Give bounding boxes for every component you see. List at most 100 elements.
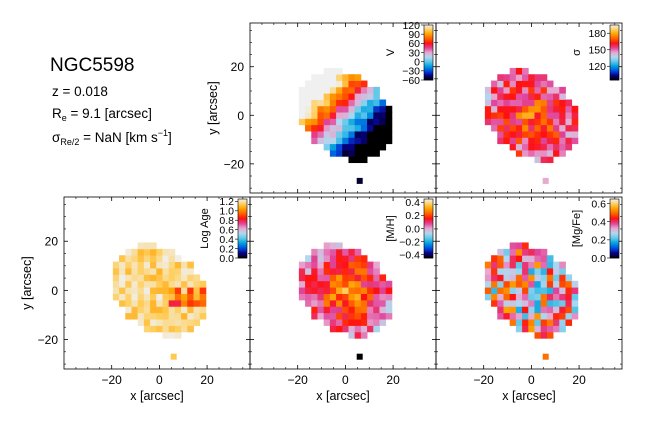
- colorbar-segment-sigma: [610, 67, 619, 69]
- bin-V: [329, 112, 337, 119]
- bin-V: [311, 124, 318, 132]
- bin-age: [187, 261, 194, 269]
- bin-sigma: [540, 137, 548, 145]
- bin-sigma: [497, 93, 504, 100]
- bin-V: [311, 99, 318, 107]
- bin-sigma: [571, 124, 579, 132]
- colorbar-segment-mh: [424, 207, 433, 210]
- bin-sigma: [509, 137, 517, 145]
- bin-sigma: [534, 86, 542, 94]
- bin-V: [367, 99, 374, 107]
- colorbar-segment-age: [238, 212, 247, 215]
- bin-V: [373, 86, 380, 94]
- bin-mh: [317, 287, 325, 294]
- bin-mh: [360, 261, 368, 269]
- bin-mh: [354, 299, 362, 307]
- colorbar-segment-mh: [424, 218, 433, 221]
- bin-age: [162, 306, 170, 314]
- colorbar-segment-V: [424, 78, 433, 80]
- bin-sigma: [546, 93, 554, 100]
- bin-mgfe: [509, 274, 517, 282]
- bin-mh: [311, 261, 318, 269]
- colorbar-segment-age: [238, 206, 247, 209]
- colorbar-segment-sigma: [610, 57, 619, 59]
- colorbar-segment-V: [424, 47, 433, 50]
- bin-mgfe: [565, 287, 573, 294]
- bin-sigma: [540, 124, 548, 132]
- bin-sigma: [540, 93, 548, 100]
- beam-marker-V: [356, 177, 363, 184]
- colorbar-segment-mgfe: [610, 208, 619, 211]
- colorbar-segment-mgfe: [610, 235, 619, 237]
- bin-mh: [336, 287, 343, 294]
- bin-age: [131, 274, 139, 282]
- colorbar-segment-mh: [424, 254, 433, 256]
- bin-age: [112, 268, 120, 275]
- colorbar-segment-V: [424, 27, 433, 30]
- bin-mgfe: [528, 319, 535, 326]
- colorbar-segment-V: [424, 42, 433, 44]
- colorbar-segment-V: [424, 25, 433, 28]
- bin-sigma: [540, 150, 548, 157]
- bin-age: [125, 312, 132, 320]
- bin-sigma: [497, 80, 504, 88]
- colorbar-segment-mh: [424, 242, 433, 244]
- bin-mgfe: [509, 306, 517, 314]
- bin-mh: [323, 280, 331, 288]
- colorbar-segment-age: [238, 230, 247, 232]
- bin-mgfe: [559, 319, 566, 326]
- bin-sigma: [534, 74, 542, 81]
- bin-V: [336, 143, 343, 151]
- bin-V: [367, 150, 374, 157]
- colorbar-segment-V: [424, 60, 433, 63]
- bin-V: [354, 131, 362, 138]
- colorbar-segment-V: [424, 49, 433, 52]
- bin-mgfe: [515, 306, 523, 314]
- colorbar-segment-mgfe: [610, 250, 619, 252]
- colorbar-segment-sigma: [610, 58, 619, 60]
- bin-mh: [336, 312, 343, 320]
- bin-mgfe: [522, 242, 529, 250]
- bin-mh: [342, 268, 349, 275]
- bin-mgfe: [515, 325, 523, 333]
- bin-sigma: [515, 80, 523, 88]
- colorbar-segment-mgfe: [610, 230, 619, 232]
- bin-age: [119, 287, 126, 294]
- bin-age: [150, 255, 157, 263]
- bin-mgfe: [546, 325, 554, 333]
- bin-V: [323, 67, 331, 75]
- colorbar-segment-V: [424, 68, 433, 70]
- bin-mgfe: [571, 299, 579, 307]
- colorbar-segment-mh: [424, 243, 433, 245]
- y-tick-label: 0: [237, 109, 244, 123]
- bin-mgfe: [559, 325, 566, 333]
- bin-V: [329, 93, 337, 100]
- colorbar-segment-sigma: [610, 64, 619, 66]
- bin-mgfe: [565, 274, 573, 282]
- bin-mh: [354, 268, 362, 275]
- bin-sigma: [559, 143, 566, 151]
- bin-mgfe: [515, 248, 523, 256]
- bin-mh: [311, 312, 318, 320]
- bin-V: [354, 118, 362, 126]
- bin-sigma: [497, 137, 504, 145]
- bin-mh: [348, 261, 356, 269]
- colorbar-segment-mgfe: [610, 228, 619, 230]
- colorbar-segment-age: [238, 210, 247, 213]
- bin-mgfe: [559, 293, 566, 301]
- bin-sigma: [540, 118, 548, 126]
- bin-age: [162, 319, 170, 326]
- bin-sigma: [565, 99, 573, 107]
- colorbar-segment-V: [424, 51, 433, 53]
- bin-mgfe: [522, 312, 529, 320]
- bin-mgfe: [497, 274, 504, 282]
- bin-V: [373, 112, 380, 119]
- bin-sigma: [546, 118, 554, 126]
- colorbar-segment-mgfe: [610, 253, 619, 255]
- colorbar-segment-age: [238, 250, 247, 252]
- bin-mh: [348, 248, 356, 256]
- bin-V: [348, 150, 356, 157]
- colorbar-segment-V: [424, 28, 433, 30]
- bin-mh: [329, 319, 337, 326]
- bin-V: [317, 118, 325, 126]
